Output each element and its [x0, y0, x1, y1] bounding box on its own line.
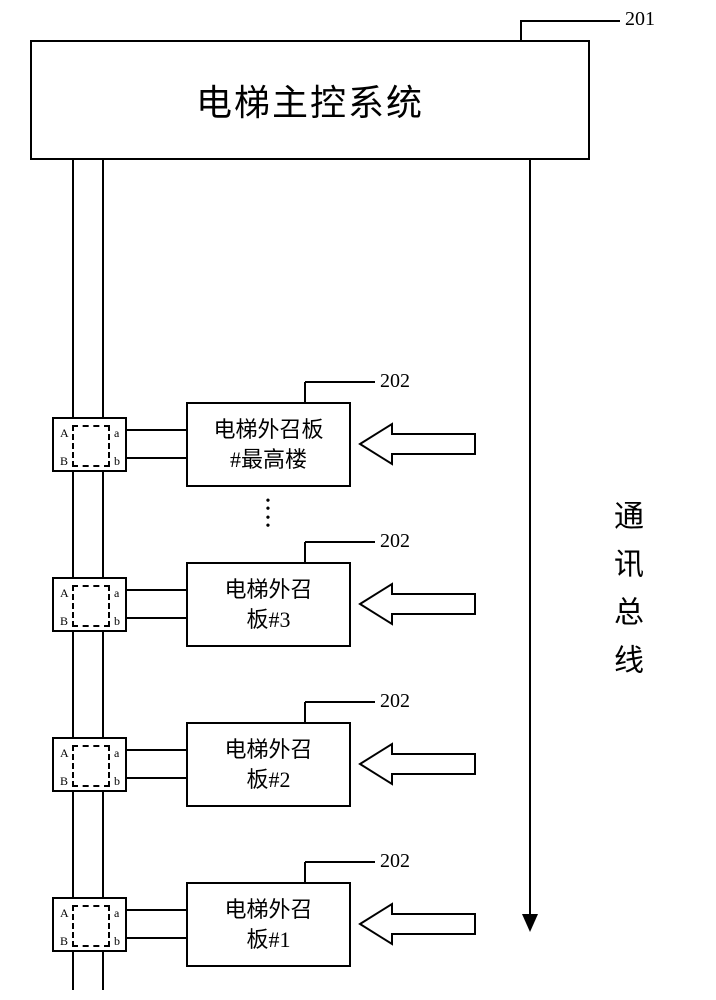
main-controller-label: 电梯主控系统 [196, 74, 424, 126]
bus-line-outer [102, 160, 104, 990]
switch-a-3: a [114, 587, 119, 599]
panel-box-1: 电梯外召 板#1 [186, 882, 351, 967]
panel-top-line1: 电梯外召板 [213, 417, 323, 442]
switch-a-top: a [114, 427, 119, 439]
switch-A-top: A [60, 427, 69, 439]
bus-label: 通讯总线 [610, 500, 640, 692]
switch-inner-top [72, 425, 110, 467]
switch-B-1: B [60, 935, 68, 947]
panel-2-line2: 板#2 [246, 767, 290, 792]
switch-B-top: B [60, 455, 68, 467]
switch-A-2: A [60, 747, 69, 759]
panel-box-top: 电梯外召板 #最高楼 [186, 402, 351, 487]
panel-box-2: 电梯外召 板#2 [186, 722, 351, 807]
switch-a-1: a [114, 907, 119, 919]
panel-top-line2: #最高楼 [230, 447, 307, 472]
ref-202-top: 202 [380, 370, 410, 393]
ref-201-leader [520, 20, 620, 22]
bus-line-inner [72, 160, 74, 990]
switch-box-3: A B a b [52, 577, 127, 632]
switch-b-top: b [114, 455, 120, 467]
diagram-canvas: 电梯主控系统 201 [0, 0, 716, 1000]
panel-1-line2: 板#1 [246, 927, 290, 952]
switch-A-1: A [60, 907, 69, 919]
ellipsis-dots: •••• [258, 498, 278, 532]
switch-b-1: b [114, 935, 120, 947]
panel-2-line1: 电梯外召 [224, 737, 312, 762]
ref-202-2: 202 [380, 690, 410, 713]
switch-a-2: a [114, 747, 119, 759]
ref-201-label: 201 [625, 8, 655, 31]
panel-box-3: 电梯外召 板#3 [186, 562, 351, 647]
panel-3-line2: 板#3 [246, 607, 290, 632]
switch-box-1: A B a b [52, 897, 127, 952]
switch-box-2: A B a b [52, 737, 127, 792]
switch-inner-1 [72, 905, 110, 947]
panel-1-line1: 电梯外召 [224, 897, 312, 922]
switch-b-3: b [114, 615, 120, 627]
switch-b-2: b [114, 775, 120, 787]
ref-202-3: 202 [380, 530, 410, 553]
ref-201-tick [520, 20, 522, 40]
switch-B-3: B [60, 615, 68, 627]
switch-box-top: A B a b [52, 417, 127, 472]
switch-B-2: B [60, 775, 68, 787]
main-controller-box: 电梯主控系统 [30, 40, 590, 160]
switch-A-3: A [60, 587, 69, 599]
ref-202-1: 202 [380, 850, 410, 873]
panel-3-line1: 电梯外召 [224, 577, 312, 602]
switch-inner-2 [72, 745, 110, 787]
switch-inner-3 [72, 585, 110, 627]
